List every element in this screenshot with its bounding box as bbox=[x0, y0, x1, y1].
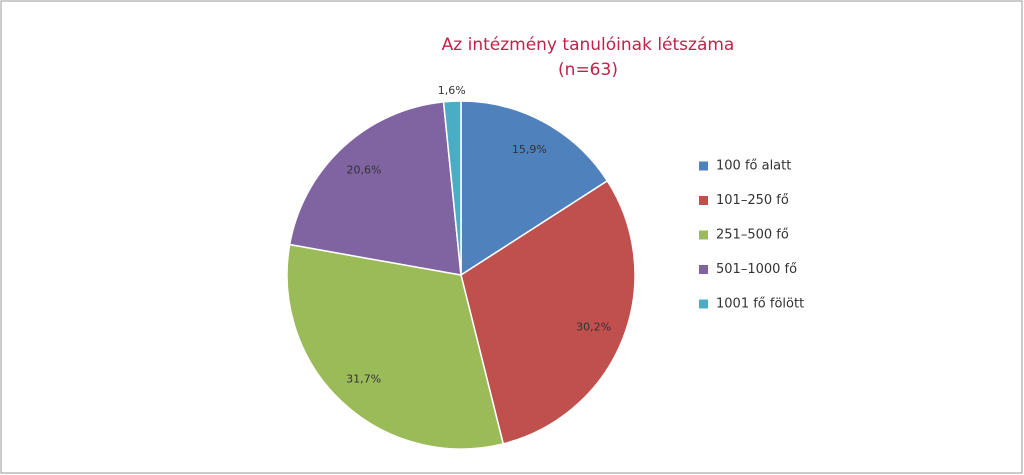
legend-swatch bbox=[699, 161, 708, 171]
legend-swatch bbox=[699, 230, 708, 240]
data-label: 31,7% bbox=[346, 372, 381, 385]
data-label: 20,6% bbox=[347, 163, 382, 176]
pie-slice bbox=[288, 101, 462, 276]
chart-subtitle: (n=63) bbox=[558, 60, 618, 80]
pie-slice bbox=[460, 179, 636, 445]
legend-swatch bbox=[699, 265, 708, 274]
pie-slice bbox=[460, 100, 609, 277]
data-label: 30,2% bbox=[576, 321, 611, 334]
pie-slice bbox=[442, 100, 462, 276]
legend-label: 100 fő alatt bbox=[716, 159, 791, 174]
legend-label: 251–500 fő bbox=[716, 228, 789, 243]
data-label: 15,9% bbox=[512, 143, 547, 156]
chart-title: Az intézmény tanulóinak létszáma bbox=[442, 35, 735, 55]
legend-swatch bbox=[699, 196, 708, 205]
pie-slice bbox=[286, 243, 505, 450]
legend-label: 1001 fő fölött bbox=[716, 297, 804, 312]
legend-label: 501–1000 fő bbox=[716, 262, 797, 277]
legend-label: 101–250 fő bbox=[716, 193, 789, 208]
legend-swatch bbox=[699, 299, 708, 309]
data-label: 1,6% bbox=[438, 84, 466, 97]
